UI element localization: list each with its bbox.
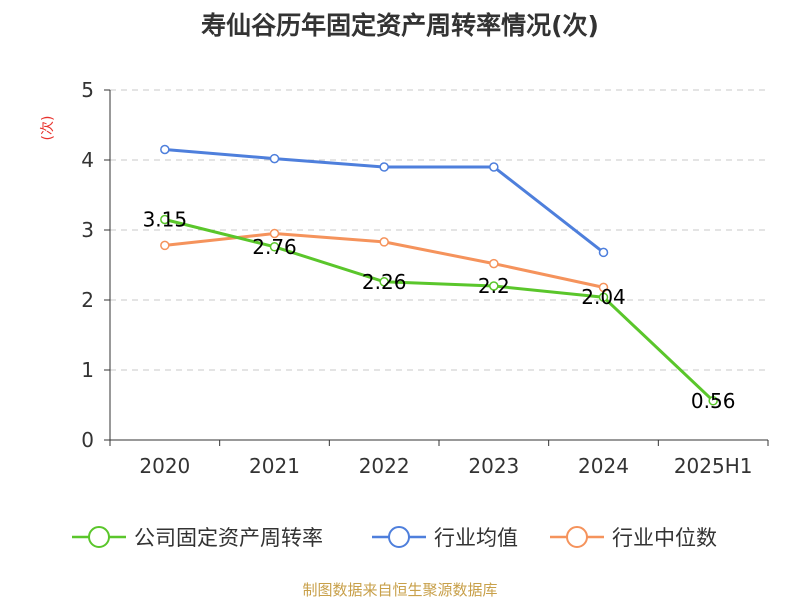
legend-marker-icon: [388, 526, 410, 548]
y-tick-label: 4: [81, 148, 94, 172]
data-point: [598, 282, 609, 293]
x-tick-label: 2022: [359, 454, 410, 478]
series-layer: [160, 144, 718, 406]
data-point: [269, 153, 280, 164]
data-label: 0.56: [691, 389, 736, 413]
data-point: [598, 247, 609, 258]
data-point: [269, 242, 280, 252]
x-tick-label: 2025H1: [674, 454, 753, 478]
data-point: [489, 281, 499, 291]
data-point: [379, 237, 389, 247]
data-point: [489, 162, 499, 172]
x-ticks: 2020 2021 2022 2023 2024 2025H1: [109, 440, 769, 478]
x-tick-label: 2024: [578, 454, 629, 478]
source-note: 制图数据来自恒生聚源数据库: [302, 581, 497, 599]
y-tick-label: 1: [81, 358, 94, 382]
data-point: [160, 240, 170, 251]
series-1: [160, 144, 609, 258]
y-axis-label: (次): [40, 116, 56, 141]
y-tick-label: 5: [81, 78, 94, 102]
data-point: [160, 214, 170, 225]
data-point: [489, 258, 499, 269]
data-label: 2.76: [252, 235, 297, 259]
x-tick-label: 2021: [249, 454, 300, 478]
data-label: 3.15: [143, 208, 188, 232]
data-labels: 3.15 2.76 2.26 2.2 2.04 0.56: [143, 208, 736, 413]
legend-item-1[interactable]: 行业均值: [372, 526, 518, 550]
series-0: [160, 214, 718, 406]
legend-label: 行业均值: [434, 526, 518, 550]
y-tick-label: 0: [81, 428, 94, 452]
y-ticks: 0 1 2 3 4 5: [81, 78, 110, 452]
chart-title: 寿仙谷历年固定资产周转率情况(次): [201, 11, 599, 40]
data-point: [379, 277, 389, 287]
legend-item-2[interactable]: 行业中位数: [550, 526, 717, 550]
data-point: [708, 396, 718, 406]
legend-marker-icon: [88, 526, 110, 548]
legend-item-0[interactable]: 公司固定资产周转率: [72, 526, 323, 550]
data-point: [379, 162, 389, 172]
data-label: 2.04: [581, 285, 626, 309]
data-point: [160, 144, 170, 155]
data-label: 2.26: [362, 270, 407, 294]
data-point: [269, 228, 280, 239]
legend: 公司固定资产周转率 行业均值 行业中位数: [72, 526, 717, 550]
legend-label: 公司固定资产周转率: [134, 526, 323, 550]
axes: [109, 90, 768, 441]
legend-label: 行业中位数: [612, 526, 717, 550]
data-label: 2.2: [478, 274, 510, 298]
x-tick-label: 2023: [468, 454, 519, 478]
x-tick-label: 2020: [139, 454, 190, 478]
y-tick-label: 3: [81, 218, 94, 242]
series-line: [164, 218, 715, 402]
data-point: [598, 292, 609, 302]
y-tick-label: 2: [81, 288, 94, 312]
legend-marker-icon: [566, 526, 588, 548]
